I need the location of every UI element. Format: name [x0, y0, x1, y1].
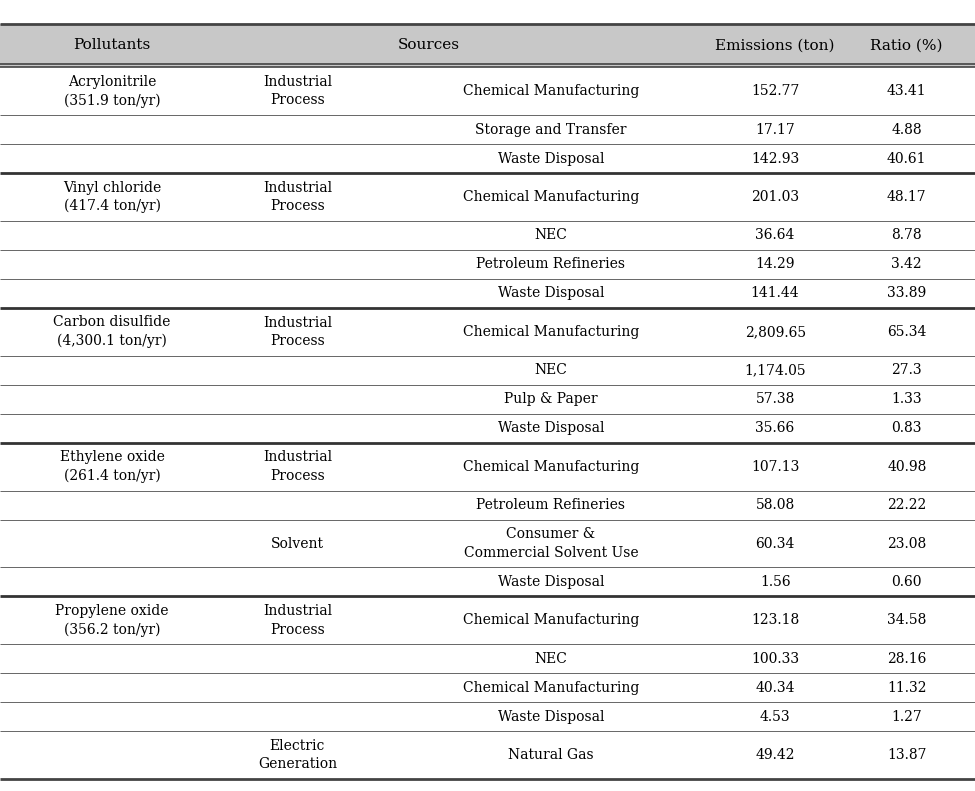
Text: Chemical Manufacturing: Chemical Manufacturing: [463, 325, 639, 339]
Text: Pulp & Paper: Pulp & Paper: [504, 392, 598, 407]
Text: Chemical Manufacturing: Chemical Manufacturing: [463, 460, 639, 474]
Bar: [0, 115, 975, 144]
Text: 40.34: 40.34: [756, 681, 795, 694]
Text: 1.33: 1.33: [891, 392, 922, 407]
Bar: [0, 279, 975, 308]
Text: 3.42: 3.42: [891, 257, 922, 271]
Text: Chemical Manufacturing: Chemical Manufacturing: [463, 84, 639, 98]
Bar: [0, 702, 975, 732]
Bar: [0, 384, 975, 414]
Text: Industrial
Process: Industrial Process: [263, 604, 332, 637]
Text: Chemical Manufacturing: Chemical Manufacturing: [463, 681, 639, 694]
Text: Ethylene oxide
(261.4 ton/yr): Ethylene oxide (261.4 ton/yr): [59, 450, 165, 483]
Text: 11.32: 11.32: [887, 681, 926, 694]
Text: NEC: NEC: [534, 652, 567, 666]
Text: 35.66: 35.66: [756, 422, 795, 435]
Text: Industrial
Process: Industrial Process: [263, 451, 332, 483]
Text: 13.87: 13.87: [887, 748, 926, 763]
Text: 4.53: 4.53: [760, 710, 791, 724]
Text: 48.17: 48.17: [887, 190, 926, 204]
Text: 141.44: 141.44: [751, 286, 799, 301]
Text: Waste Disposal: Waste Disposal: [497, 710, 604, 724]
Text: Chemical Manufacturing: Chemical Manufacturing: [463, 190, 639, 204]
Text: 1,174.05: 1,174.05: [744, 363, 806, 377]
Text: NEC: NEC: [534, 363, 567, 377]
Text: 34.58: 34.58: [887, 613, 926, 627]
Text: Sources: Sources: [398, 39, 460, 52]
Text: 1.27: 1.27: [891, 710, 922, 724]
Text: Chemical Manufacturing: Chemical Manufacturing: [463, 613, 639, 627]
Text: 107.13: 107.13: [751, 460, 799, 474]
Text: Ratio (%): Ratio (%): [871, 39, 943, 52]
Text: Industrial
Process: Industrial Process: [263, 316, 332, 348]
Text: Petroleum Refineries: Petroleum Refineries: [477, 257, 625, 271]
Text: 8.78: 8.78: [891, 229, 922, 242]
Text: 28.16: 28.16: [887, 652, 926, 666]
Text: 23.08: 23.08: [887, 536, 926, 551]
Text: 40.61: 40.61: [887, 152, 926, 165]
Text: Consumer &
Commercial Solvent Use: Consumer & Commercial Solvent Use: [463, 528, 639, 560]
Text: Waste Disposal: Waste Disposal: [497, 575, 604, 589]
Text: Carbon disulfide
(4,300.1 ton/yr): Carbon disulfide (4,300.1 ton/yr): [54, 316, 171, 348]
Bar: [0, 490, 975, 520]
Text: 142.93: 142.93: [751, 152, 799, 165]
Bar: [0, 567, 975, 596]
Text: Petroleum Refineries: Petroleum Refineries: [477, 498, 625, 512]
Text: Acrylonitrile
(351.9 ton/yr): Acrylonitrile (351.9 ton/yr): [63, 74, 161, 108]
Text: 27.3: 27.3: [891, 363, 922, 377]
Bar: [0, 144, 975, 173]
Text: Waste Disposal: Waste Disposal: [497, 422, 604, 435]
Bar: [0, 250, 975, 279]
Text: 201.03: 201.03: [751, 190, 799, 204]
Bar: [0, 645, 975, 673]
Text: 2,809.65: 2,809.65: [745, 325, 805, 339]
Text: 36.64: 36.64: [756, 229, 795, 242]
Text: 0.83: 0.83: [891, 422, 922, 435]
Text: 57.38: 57.38: [756, 392, 795, 407]
Text: 65.34: 65.34: [887, 325, 926, 339]
Text: 123.18: 123.18: [751, 613, 799, 627]
Text: Solvent: Solvent: [271, 536, 324, 551]
Bar: [0, 221, 975, 250]
Text: NEC: NEC: [534, 229, 567, 242]
Bar: [0, 520, 975, 567]
Text: Natural Gas: Natural Gas: [508, 748, 594, 763]
Text: 14.29: 14.29: [756, 257, 795, 271]
Bar: [0, 673, 975, 702]
Bar: [0, 732, 975, 779]
Text: 17.17: 17.17: [756, 123, 795, 137]
Text: Industrial
Process: Industrial Process: [263, 75, 332, 108]
Text: 43.41: 43.41: [887, 84, 926, 98]
Text: Pollutants: Pollutants: [73, 39, 151, 52]
Bar: [0, 24, 975, 67]
Bar: [0, 414, 975, 443]
Text: Vinyl chloride
(417.4 ton/yr): Vinyl chloride (417.4 ton/yr): [63, 180, 161, 214]
Text: 58.08: 58.08: [756, 498, 795, 512]
Text: Emissions (ton): Emissions (ton): [716, 39, 835, 52]
Text: 1.56: 1.56: [760, 575, 791, 589]
Text: Electric
Generation: Electric Generation: [257, 739, 337, 771]
Text: 40.98: 40.98: [887, 460, 926, 474]
Text: 60.34: 60.34: [756, 536, 795, 551]
Text: 33.89: 33.89: [887, 286, 926, 301]
Bar: [0, 596, 975, 645]
Text: Storage and Transfer: Storage and Transfer: [475, 123, 627, 137]
Text: Waste Disposal: Waste Disposal: [497, 286, 604, 301]
Text: 4.88: 4.88: [891, 123, 922, 137]
Text: Industrial
Process: Industrial Process: [263, 181, 332, 214]
Text: Waste Disposal: Waste Disposal: [497, 152, 604, 165]
Bar: [0, 443, 975, 490]
Bar: [0, 173, 975, 221]
Bar: [0, 308, 975, 356]
Text: 22.22: 22.22: [887, 498, 926, 512]
Bar: [0, 356, 975, 384]
Bar: [0, 67, 975, 115]
Text: Propylene oxide
(356.2 ton/yr): Propylene oxide (356.2 ton/yr): [56, 604, 169, 637]
Text: 152.77: 152.77: [751, 84, 799, 98]
Text: 49.42: 49.42: [756, 748, 795, 763]
Text: 0.60: 0.60: [891, 575, 922, 589]
Text: 100.33: 100.33: [751, 652, 799, 666]
